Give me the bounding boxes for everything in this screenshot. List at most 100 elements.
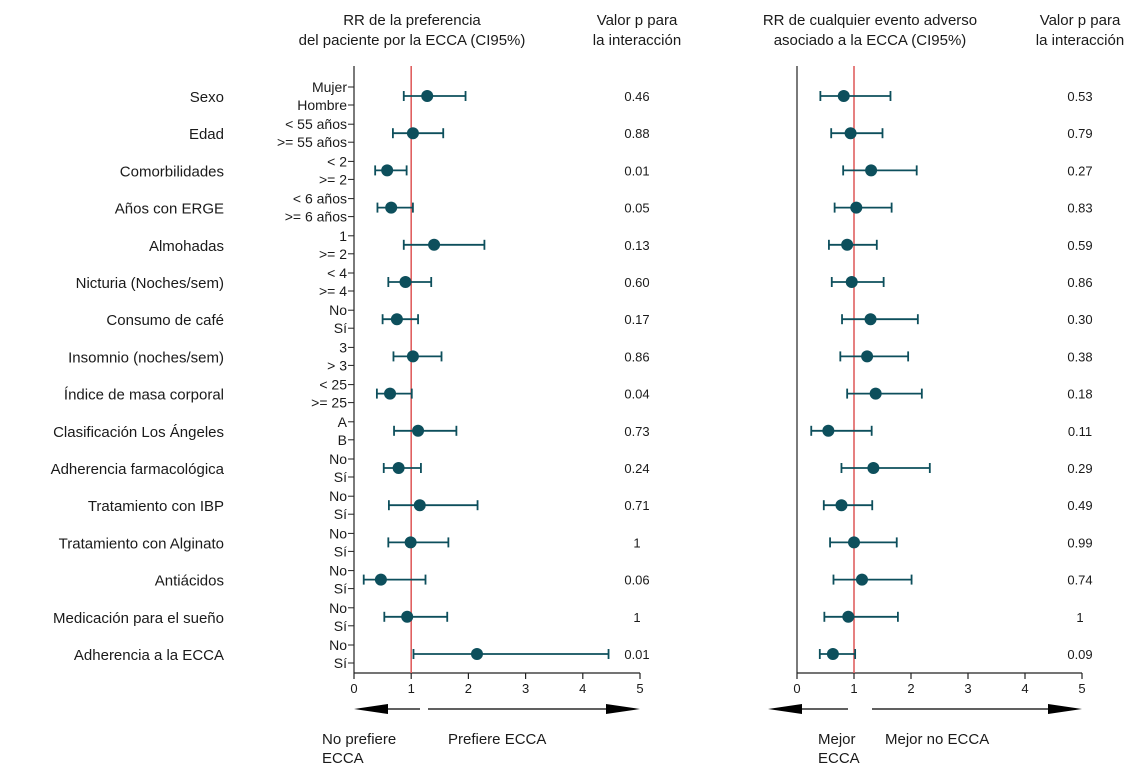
x-tick-label: 2 [907, 681, 914, 696]
pvalue-label: 0.01 [624, 163, 649, 178]
variable-label: Medicación para el sueño [53, 610, 224, 627]
pvalue-label: 0.06 [624, 573, 649, 588]
estimate-point [848, 536, 860, 549]
pvalue-label: 0.13 [624, 238, 649, 253]
pvalue-label: 0.11 [1068, 424, 1092, 439]
direction-label-left: No prefiere [322, 731, 396, 748]
pvalue-label: 0.24 [624, 461, 649, 476]
pvalue-header: la interacción [593, 32, 681, 49]
variable-label: Tratamiento con IBP [88, 498, 224, 515]
estimate-point [374, 573, 387, 586]
level-label: < 25 [319, 377, 347, 393]
x-tick-label: 3 [522, 681, 529, 696]
pvalue-label: 0.79 [1067, 126, 1092, 141]
estimate-point [413, 499, 426, 512]
level-label: No [329, 600, 347, 616]
pvalue-label: 0.30 [1067, 312, 1092, 327]
x-tick-label: 3 [964, 681, 971, 696]
level-label: > 3 [327, 357, 347, 373]
level-label: Sí [334, 618, 347, 634]
pvalue-label: 0.17 [624, 312, 649, 327]
variable-label: Insomnio (noches/sem) [68, 349, 224, 366]
estimate-point [428, 238, 441, 251]
variable-label: Comorbilidades [120, 163, 224, 180]
estimate-point [844, 127, 857, 140]
x-tick-label: 1 [850, 681, 857, 696]
pvalue-label: 0.83 [1067, 201, 1092, 216]
pvalue-label: 0.29 [1067, 461, 1092, 476]
pvalue-label: 0.38 [1067, 349, 1092, 364]
level-label: No [329, 451, 347, 467]
pvalue-label: 0.49 [1067, 498, 1092, 513]
pvalue-header: Valor p para [597, 12, 678, 29]
level-label: < 4 [327, 265, 347, 281]
estimate-point [850, 201, 863, 214]
estimate-point [826, 648, 839, 660]
estimate-point [412, 424, 425, 437]
level-label: >= 55 años [277, 134, 347, 150]
estimate-point [867, 462, 880, 474]
x-tick-label: 5 [636, 681, 643, 696]
direction-label-right: Prefiere ECCA [448, 731, 546, 748]
direction-label-left: ECCA [818, 750, 860, 766]
variable-label: Índice de masa corporal [64, 387, 224, 404]
variable-label: Adherencia a la ECCA [74, 647, 224, 664]
level-label: Sí [334, 581, 347, 597]
pvalue-label: 0.18 [1067, 387, 1092, 402]
variable-label: Tratamiento con Alginato [59, 535, 224, 552]
level-label: < 6 años [293, 191, 347, 207]
pvalue-header: Valor p para [1040, 12, 1121, 29]
level-label: Sí [334, 655, 347, 671]
pvalue-label: 0.99 [1067, 535, 1092, 550]
pvalue-label: 0.27 [1067, 163, 1092, 178]
estimate-point [835, 499, 848, 512]
level-label: >= 25 [311, 395, 347, 411]
pvalue-label: 0.86 [1067, 275, 1092, 290]
level-label: >= 4 [319, 283, 347, 299]
level-label: No [329, 525, 347, 541]
direction-label-right: Mejor no ECCA [885, 731, 989, 748]
pvalue-label: 0.60 [624, 275, 649, 290]
pvalue-label: 0.71 [624, 498, 649, 513]
arrow-left-head [354, 704, 388, 714]
x-tick-label: 4 [579, 681, 586, 696]
pvalue-label: 1 [633, 610, 640, 625]
x-tick-label: 0 [793, 681, 800, 696]
estimate-point [384, 387, 397, 400]
level-label: No [329, 302, 347, 318]
pvalue-label: 0.88 [624, 126, 649, 141]
estimate-point [404, 536, 417, 549]
variable-label: Antiácidos [155, 573, 224, 590]
variable-label: Adherencia farmacológica [51, 461, 225, 478]
variable-label: Nicturia (Noches/sem) [76, 275, 224, 292]
estimate-point [470, 648, 483, 660]
panel-title: del paciente por la ECCA (CI95%) [299, 32, 526, 49]
estimate-point [421, 90, 434, 102]
pvalue-header: la interacción [1036, 32, 1124, 49]
level-label: 3 [339, 339, 347, 355]
level-label: >= 2 [319, 171, 347, 187]
estimate-point [381, 164, 394, 177]
pvalue-label: 0.05 [624, 201, 649, 216]
estimate-point [864, 313, 877, 326]
pvalue-label: 0.01 [624, 647, 649, 662]
pvalue-label: 0.46 [624, 89, 649, 104]
direction-label-left: Mejor [818, 731, 856, 748]
level-label: < 2 [327, 153, 347, 169]
x-tick-label: 2 [465, 681, 472, 696]
pvalue-label: 1 [633, 535, 640, 550]
level-label: 1 [339, 228, 347, 244]
estimate-point [869, 387, 882, 400]
estimate-point [392, 462, 405, 474]
level-label: < 55 años [285, 116, 347, 132]
level-label: Sí [334, 469, 347, 485]
panel-title: asociado a la ECCA (CI95%) [774, 32, 967, 49]
x-tick-label: 1 [408, 681, 415, 696]
pvalue-label: 0.09 [1067, 647, 1092, 662]
level-label: Sí [334, 506, 347, 522]
variable-label: Edad [189, 126, 224, 143]
estimate-point [406, 350, 419, 363]
level-label: No [329, 563, 347, 579]
estimate-point [401, 610, 414, 623]
level-label: A [338, 414, 348, 430]
